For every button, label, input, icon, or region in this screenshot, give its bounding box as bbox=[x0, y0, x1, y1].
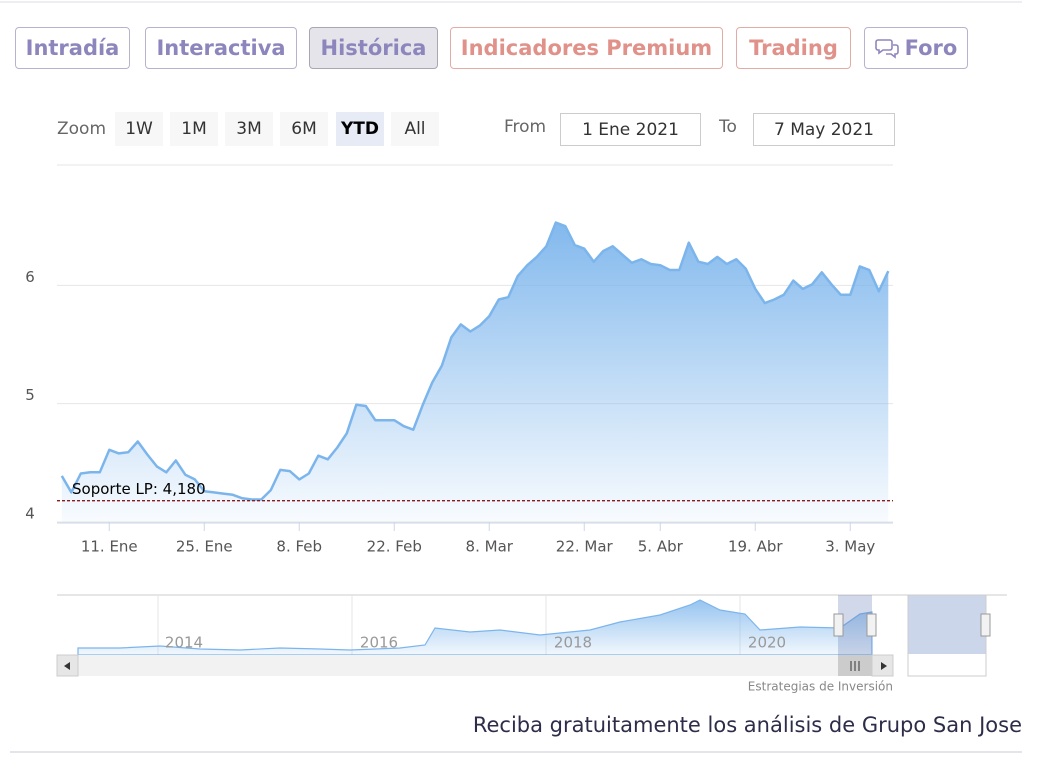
tab-label: Foro bbox=[904, 36, 958, 60]
from-label: From bbox=[504, 117, 547, 137]
x-tick-label: 8. Mar bbox=[466, 538, 514, 556]
navigator-mask bbox=[838, 595, 872, 655]
navigator-extra bbox=[908, 595, 986, 654]
to-label: To bbox=[719, 117, 737, 137]
x-tick-label: 19. Abr bbox=[728, 538, 783, 556]
zoom-button[interactable]: YTD bbox=[336, 112, 384, 146]
zoom-button[interactable]: 1M bbox=[170, 112, 218, 146]
x-tick-label: 22. Feb bbox=[367, 538, 422, 556]
navigator-label: 2016 bbox=[360, 634, 398, 652]
line bbox=[60, 221, 890, 501]
zoom-button[interactable]: 6M bbox=[280, 112, 328, 146]
tab[interactable]: Foro bbox=[864, 27, 968, 69]
navigator-handle[interactable] bbox=[833, 613, 844, 637]
arrow bbox=[64, 662, 70, 670]
support-label: Soporte LP: 4,180 bbox=[72, 480, 206, 498]
from-input[interactable]: 1 Ene 2021 bbox=[560, 113, 701, 146]
grip bbox=[850, 661, 860, 671]
navigator-label: 2018 bbox=[554, 634, 592, 652]
scrollbar-track[interactable] bbox=[57, 655, 893, 676]
to-input[interactable]: 7 May 2021 bbox=[753, 113, 895, 146]
x-tick-label: 5. Abr bbox=[638, 538, 684, 556]
y-tick-label: 6 bbox=[25, 268, 35, 286]
x-tick-label: 8. Feb bbox=[276, 538, 322, 556]
y-tick-label: 4 bbox=[25, 505, 35, 523]
arrow bbox=[881, 662, 887, 670]
tab[interactable]: Intradía bbox=[15, 27, 130, 69]
zoom-button[interactable]: 1W bbox=[115, 112, 163, 146]
tab[interactable]: Histórica bbox=[309, 27, 438, 69]
x-tick-label: 11. Ene bbox=[81, 538, 138, 556]
footer-text[interactable]: Reciba gratuitamente los análisis de Gru… bbox=[473, 713, 1022, 737]
area bbox=[61, 222, 889, 522]
navigator-handle[interactable] bbox=[866, 613, 877, 637]
zoom-button[interactable]: All bbox=[391, 112, 439, 146]
x-tick-label: 25. Ene bbox=[176, 538, 233, 556]
x-tick-label: 3. May bbox=[825, 538, 875, 556]
x-tick-label: 22. Mar bbox=[556, 538, 614, 556]
forum-icon bbox=[874, 39, 899, 59]
tab[interactable]: Trading bbox=[736, 27, 851, 69]
navigator-series bbox=[77, 599, 873, 656]
navigator-label: 2014 bbox=[165, 634, 203, 652]
zoom-button[interactable]: 3M bbox=[225, 112, 273, 146]
tab[interactable]: Interactiva bbox=[145, 27, 297, 69]
navigator-handle[interactable] bbox=[980, 613, 991, 637]
y-tick-label: 5 bbox=[25, 386, 35, 404]
credit[interactable]: Estrategias de Inversión bbox=[748, 680, 893, 694]
zoom-label: Zoom bbox=[57, 119, 107, 139]
navigator-label: 2020 bbox=[748, 634, 786, 652]
tab[interactable]: Indicadores Premium bbox=[450, 27, 723, 69]
